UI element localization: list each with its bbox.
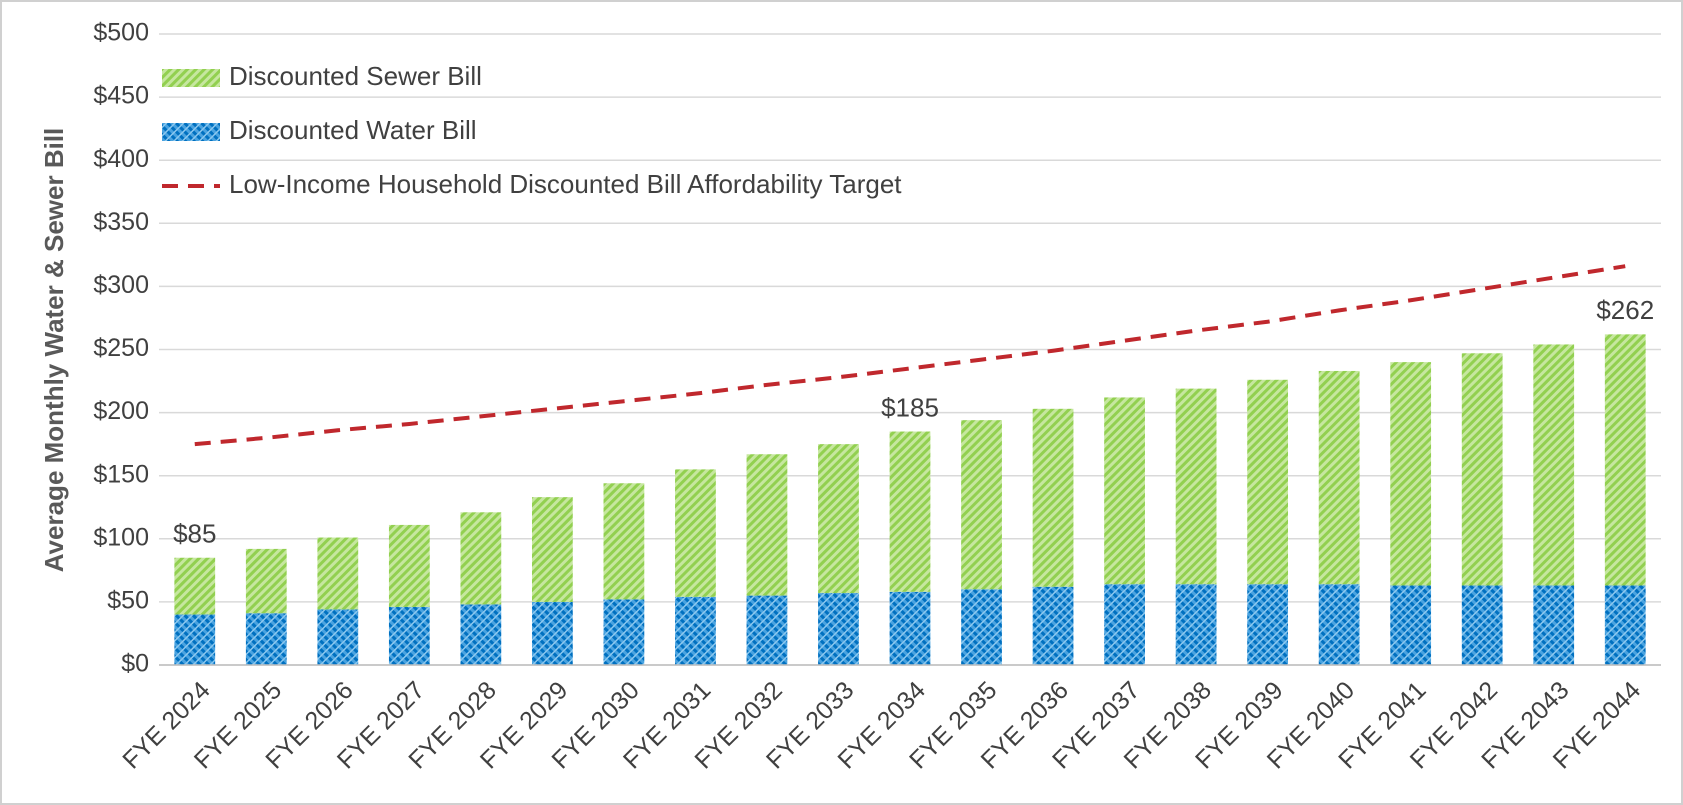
bar-segment <box>1533 344 1575 586</box>
legend-swatch <box>162 69 220 87</box>
legend-swatch <box>162 123 220 141</box>
bar-segment <box>675 469 716 597</box>
bar-segment <box>317 609 359 665</box>
y-tick-label: $450 <box>93 82 149 110</box>
bar-segment <box>961 420 1002 590</box>
bar-segment <box>889 431 931 592</box>
bar-segment <box>1604 334 1646 586</box>
bar-segment <box>1032 408 1074 587</box>
total-label: $185 <box>881 392 939 422</box>
y-axis-label: Average Monthly Water & Sewer Bill <box>39 128 69 573</box>
bar-segment <box>388 524 430 607</box>
bar-segment <box>1175 388 1217 585</box>
bar-segment <box>603 599 645 665</box>
y-tick-label: $50 <box>107 587 149 615</box>
bar-segment <box>1390 585 1432 665</box>
bar-segment <box>1533 585 1575 665</box>
bar-segment <box>746 454 788 596</box>
legend-label: Discounted Water Bill <box>229 115 477 145</box>
y-tick-label: $200 <box>93 397 149 425</box>
bar-segment <box>531 601 573 665</box>
y-tick-label: $500 <box>93 19 149 47</box>
target-line <box>194 264 1626 447</box>
bar-segment <box>1461 585 1503 665</box>
legend-label: Discounted Sewer Bill <box>229 61 482 91</box>
y-tick-label: $100 <box>93 523 149 551</box>
bar-segment <box>1175 584 1217 665</box>
bar-segment <box>746 595 788 665</box>
bar-segment <box>1032 586 1074 665</box>
total-label: $262 <box>1596 295 1654 325</box>
bar-segment <box>1461 353 1503 586</box>
bar-segment <box>889 591 931 665</box>
bar-segment <box>1247 379 1289 585</box>
bar-segment <box>174 557 216 615</box>
bar-segment <box>675 596 716 665</box>
bar-segment <box>818 593 859 665</box>
bar-segment <box>1318 370 1360 585</box>
bar-segment <box>460 512 502 605</box>
bar-segment <box>317 537 359 610</box>
y-tick-label: $150 <box>93 460 149 488</box>
bar-segment <box>961 589 1002 665</box>
bar-segment <box>1604 585 1646 665</box>
y-tick-label: $250 <box>93 334 149 362</box>
bar-segment <box>1318 584 1360 665</box>
y-tick-label: $400 <box>93 145 149 173</box>
y-tick-label: $0 <box>121 650 149 678</box>
bar-segment <box>245 613 287 665</box>
total-label: $85 <box>173 519 216 549</box>
bar-segment <box>174 614 216 665</box>
bar-segment <box>531 497 573 602</box>
bar-segment <box>388 606 430 665</box>
bar-segment <box>1390 362 1432 586</box>
bar-segment <box>818 444 859 594</box>
y-tick-label: $300 <box>93 271 149 299</box>
bar-segment <box>245 548 287 614</box>
y-tick-label: $350 <box>93 208 149 236</box>
bar-segment <box>603 483 645 600</box>
bar-segment <box>1247 584 1289 665</box>
bar-segment <box>1104 397 1145 585</box>
bar-segment <box>460 604 502 665</box>
bar-segment <box>1104 584 1145 665</box>
legend-label: Low-Income Household Discounted Bill Aff… <box>229 169 902 199</box>
